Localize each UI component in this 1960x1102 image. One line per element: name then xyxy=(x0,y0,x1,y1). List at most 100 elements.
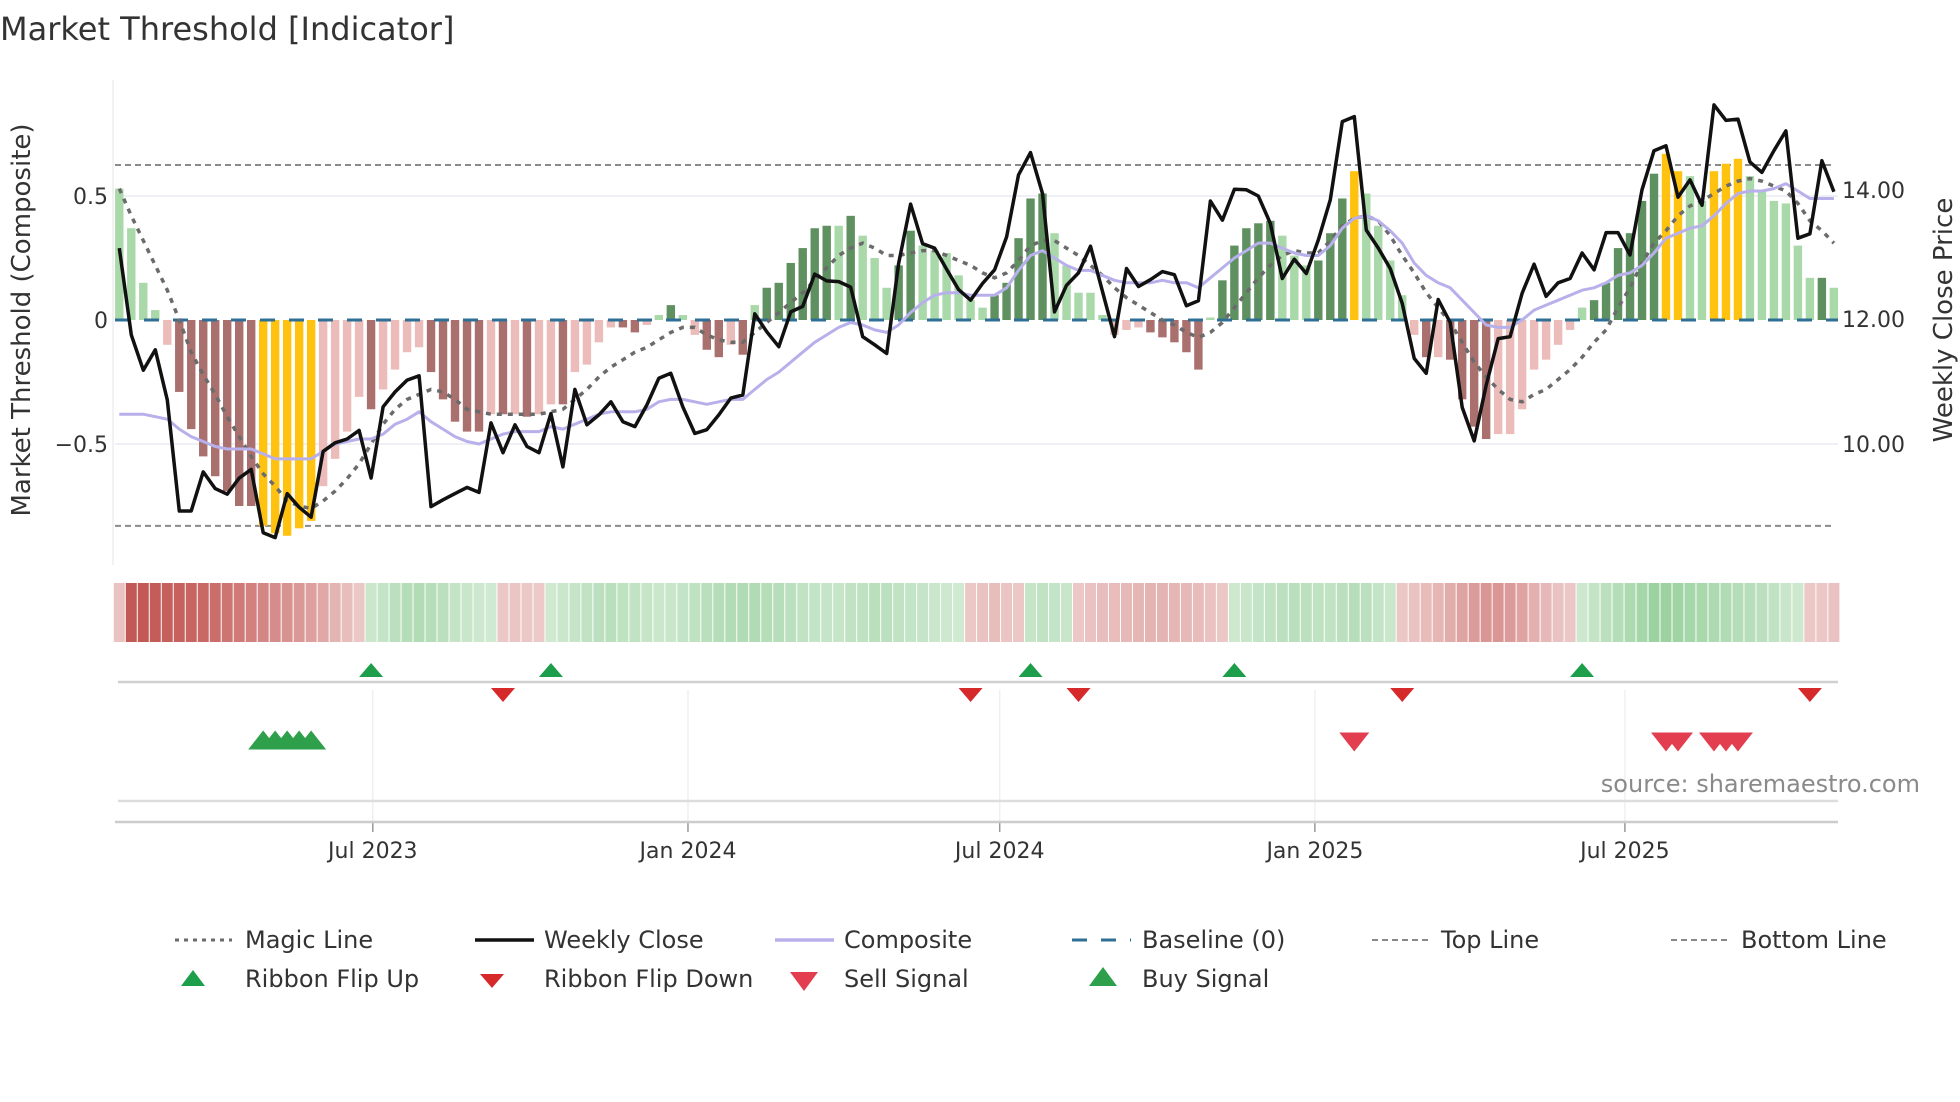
y-right-tick-label: 14.00 xyxy=(1842,179,1905,204)
ribbon-cell xyxy=(245,583,257,642)
histogram-bar xyxy=(199,320,208,457)
ribbon-cell xyxy=(977,583,989,642)
histogram-bar xyxy=(1601,282,1611,320)
ribbon-cell xyxy=(1528,583,1540,642)
ribbon-cell xyxy=(773,583,785,642)
histogram-bar xyxy=(726,320,735,345)
ribbon-cell xyxy=(413,583,425,642)
histogram-bar xyxy=(246,320,256,506)
legend-label: Buy Signal xyxy=(1142,965,1269,993)
histogram-bar xyxy=(942,253,951,320)
histogram-bar xyxy=(594,320,604,343)
histogram-bar xyxy=(1002,282,1011,320)
ribbon-cell xyxy=(1096,583,1108,642)
histogram-bar xyxy=(1493,320,1503,435)
ribbon-cell xyxy=(1252,583,1264,642)
ribbon-cell xyxy=(1228,583,1240,642)
grid xyxy=(112,80,1838,832)
histogram-bar xyxy=(1086,292,1095,320)
magic-line xyxy=(117,176,1836,511)
ribbon-cell xyxy=(1720,583,1732,642)
triangle-down-icon xyxy=(790,972,818,991)
ribbon-cell xyxy=(1696,583,1708,642)
histogram-bar xyxy=(630,320,640,333)
histogram-bar xyxy=(330,320,340,459)
ribbon-cell xyxy=(1144,583,1156,642)
ribbon-cell xyxy=(209,583,221,642)
ribbon-cell xyxy=(1324,583,1336,642)
legend-label: Baseline (0) xyxy=(1142,926,1285,954)
ribbon-cell xyxy=(1828,583,1840,642)
histogram-bar xyxy=(438,320,448,400)
ribbon-flip-down-marker xyxy=(1797,688,1822,702)
histogram-bar xyxy=(1182,320,1191,353)
histogram-bar xyxy=(798,248,807,320)
ribbon-cell xyxy=(533,583,545,642)
histogram-bar xyxy=(834,225,843,320)
ribbon-cell xyxy=(1312,583,1324,642)
ribbon-cell xyxy=(1600,583,1612,642)
histogram-bar xyxy=(666,305,676,320)
histogram-bar xyxy=(1565,320,1575,330)
ribbon-cell xyxy=(581,583,593,642)
histogram-bar xyxy=(1038,193,1047,320)
ribbon-cell xyxy=(125,583,137,642)
ribbon-cell xyxy=(1360,583,1372,642)
ribbon-cell xyxy=(1648,583,1660,642)
ribbon-cell xyxy=(137,583,149,642)
ribbon-cell xyxy=(761,583,773,642)
histogram-bar xyxy=(1625,233,1635,320)
ribbon-cell xyxy=(1037,583,1049,642)
histogram-bar xyxy=(1314,260,1323,320)
legend-item-buy-signal: Buy Signal xyxy=(1089,965,1269,993)
histogram-bar xyxy=(1302,265,1311,320)
ribbon-cell xyxy=(341,583,353,642)
ribbon-cell xyxy=(1420,583,1432,642)
sell-signal-marker xyxy=(1663,732,1693,752)
ribbon-cell xyxy=(893,583,905,642)
histogram-bar xyxy=(990,295,999,320)
ribbon-cell xyxy=(833,583,845,642)
ribbon-cell xyxy=(1768,583,1780,642)
ribbon-cell xyxy=(1804,583,1816,642)
ribbon-cell xyxy=(1516,583,1528,642)
histogram-bar xyxy=(127,228,136,320)
histogram-bar xyxy=(151,310,160,320)
histogram-bar xyxy=(1122,320,1131,330)
histogram-bar xyxy=(858,235,867,320)
legend-label: Composite xyxy=(844,926,972,954)
histogram-bar xyxy=(1158,320,1167,338)
ribbon-cell xyxy=(461,583,473,642)
histogram-bar xyxy=(1529,320,1539,370)
ribbon-cell xyxy=(1372,583,1384,642)
ribbon-flip-up-marker xyxy=(1018,663,1043,677)
ribbon-cell xyxy=(929,583,941,642)
histogram-bar xyxy=(1805,277,1815,320)
ribbon-cell xyxy=(149,583,161,642)
ribbon-cell xyxy=(173,583,185,642)
ribbon-cell xyxy=(1264,583,1276,642)
histogram-bar xyxy=(187,320,196,430)
ribbon-cell xyxy=(1216,583,1228,642)
ribbon-cell xyxy=(1480,583,1492,642)
legend-item-top-line: Top Line xyxy=(1372,926,1539,954)
histogram-bar xyxy=(426,320,436,373)
ribbon-cell xyxy=(1504,583,1516,642)
sell-signal-marker xyxy=(1339,732,1370,752)
ribbon-cell xyxy=(1588,583,1600,642)
histogram-bar xyxy=(1290,255,1299,320)
ribbon-strip xyxy=(113,583,1840,642)
histogram-bar xyxy=(402,320,412,353)
histogram-bar xyxy=(1362,193,1371,320)
ribbon-cell xyxy=(221,583,233,642)
ribbon-cell xyxy=(485,583,497,642)
histogram-bar xyxy=(702,320,712,350)
ribbon-cell xyxy=(197,583,209,642)
histogram-bar xyxy=(522,320,532,417)
ribbon-cell xyxy=(1624,583,1636,642)
histogram-bar xyxy=(1350,171,1359,320)
histogram-bar xyxy=(1733,158,1743,320)
triangle-down-icon xyxy=(480,974,504,988)
ribbon-cell xyxy=(509,583,521,642)
